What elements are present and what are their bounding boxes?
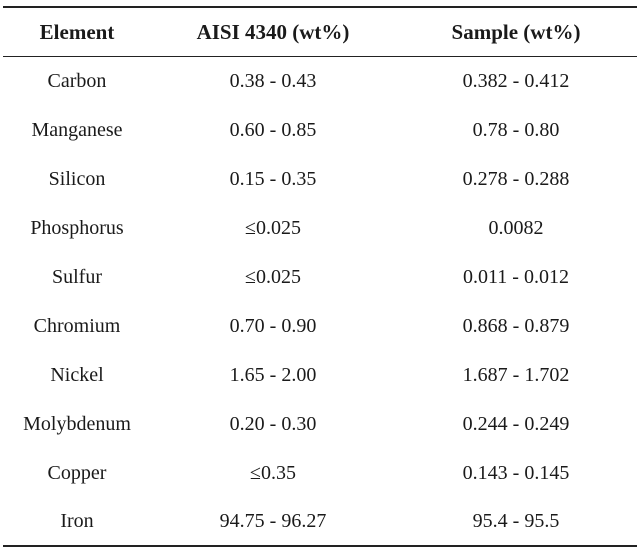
cell-aisi-range: ≤0.025	[245, 217, 301, 239]
cell-element: Iron	[3, 498, 151, 547]
cell-element: Phosphorus	[30, 217, 124, 239]
header-element: Element	[3, 6, 151, 57]
cell-sample-range: 1.687 - 1.702	[462, 364, 570, 386]
table-row: Molybdenum 0.20 - 0.30 0.244 - 0.249	[3, 400, 637, 449]
table-row: Silicon 0.15 - 0.35 0.278 - 0.288	[3, 155, 637, 204]
table-row: Manganese 0.60 - 0.85 0.78 - 0.80	[3, 106, 637, 155]
table-row: Carbon 0.38 - 0.43 0.382 - 0.412	[3, 57, 637, 107]
table-row: Phosphorus ≤0.025 0.0082	[3, 204, 637, 253]
cell-element: Carbon	[47, 70, 107, 92]
table-row: Sulfur ≤0.025 0.011 - 0.012	[3, 253, 637, 302]
header-row: Element AISI 4340 (wt%) Sample (wt%)	[3, 6, 637, 57]
cell-sample-range: 0.382 - 0.412	[462, 70, 570, 92]
cell-element: Copper	[47, 462, 107, 484]
header-aisi-4340: AISI 4340 (wt%)	[151, 6, 395, 57]
table-body: Carbon 0.38 - 0.43 0.382 - 0.412 Mangane…	[3, 57, 637, 547]
cell-element: Silicon	[48, 168, 106, 190]
table-row: Chromium 0.70 - 0.90 0.868 - 0.879	[3, 302, 637, 351]
table-row: Iron 94.75 - 96.27 95.4 - 95.5	[3, 498, 637, 547]
cell-aisi-range: 0.60 - 0.85	[229, 119, 317, 141]
table-row: Nickel 1.65 - 2.00 1.687 - 1.702	[3, 351, 637, 400]
cell-sample-range: 0.011 - 0.012	[463, 266, 569, 288]
composition-table-container: Element AISI 4340 (wt%) Sample (wt%) Car…	[3, 6, 637, 547]
cell-aisi-range: 1.65 - 2.00	[229, 364, 317, 386]
cell-sample-range: 0.143 - 0.145	[462, 462, 570, 484]
header-sample: Sample (wt%)	[395, 6, 637, 57]
cell-sample-range: 95.4 - 95.5	[395, 498, 637, 547]
cell-aisi-range: ≤0.025	[245, 266, 301, 288]
cell-aisi-range: 0.15 - 0.35	[229, 168, 317, 190]
cell-sample-range: 0.868 - 0.879	[462, 315, 570, 337]
cell-aisi-range: 0.38 - 0.43	[229, 70, 317, 92]
cell-element: Manganese	[31, 119, 123, 141]
cell-aisi-range: 94.75 - 96.27	[151, 498, 395, 547]
table-header: Element AISI 4340 (wt%) Sample (wt%)	[3, 6, 637, 57]
cell-sample-range: 0.78 - 0.80	[472, 119, 560, 141]
table-row: Copper ≤0.35 0.143 - 0.145	[3, 449, 637, 498]
composition-table: Element AISI 4340 (wt%) Sample (wt%) Car…	[3, 6, 637, 547]
cell-element: Nickel	[50, 364, 104, 386]
cell-aisi-range: 0.20 - 0.30	[229, 413, 317, 435]
cell-sample-range: 0.278 - 0.288	[462, 168, 570, 190]
cell-element: Molybdenum	[23, 413, 131, 435]
cell-element: Sulfur	[52, 266, 102, 288]
cell-sample-range: 0.0082	[488, 217, 544, 239]
cell-aisi-range: ≤0.35	[250, 462, 296, 484]
cell-element: Chromium	[33, 315, 121, 337]
cell-aisi-range: 0.70 - 0.90	[229, 315, 317, 337]
cell-sample-range: 0.244 - 0.249	[462, 413, 570, 435]
